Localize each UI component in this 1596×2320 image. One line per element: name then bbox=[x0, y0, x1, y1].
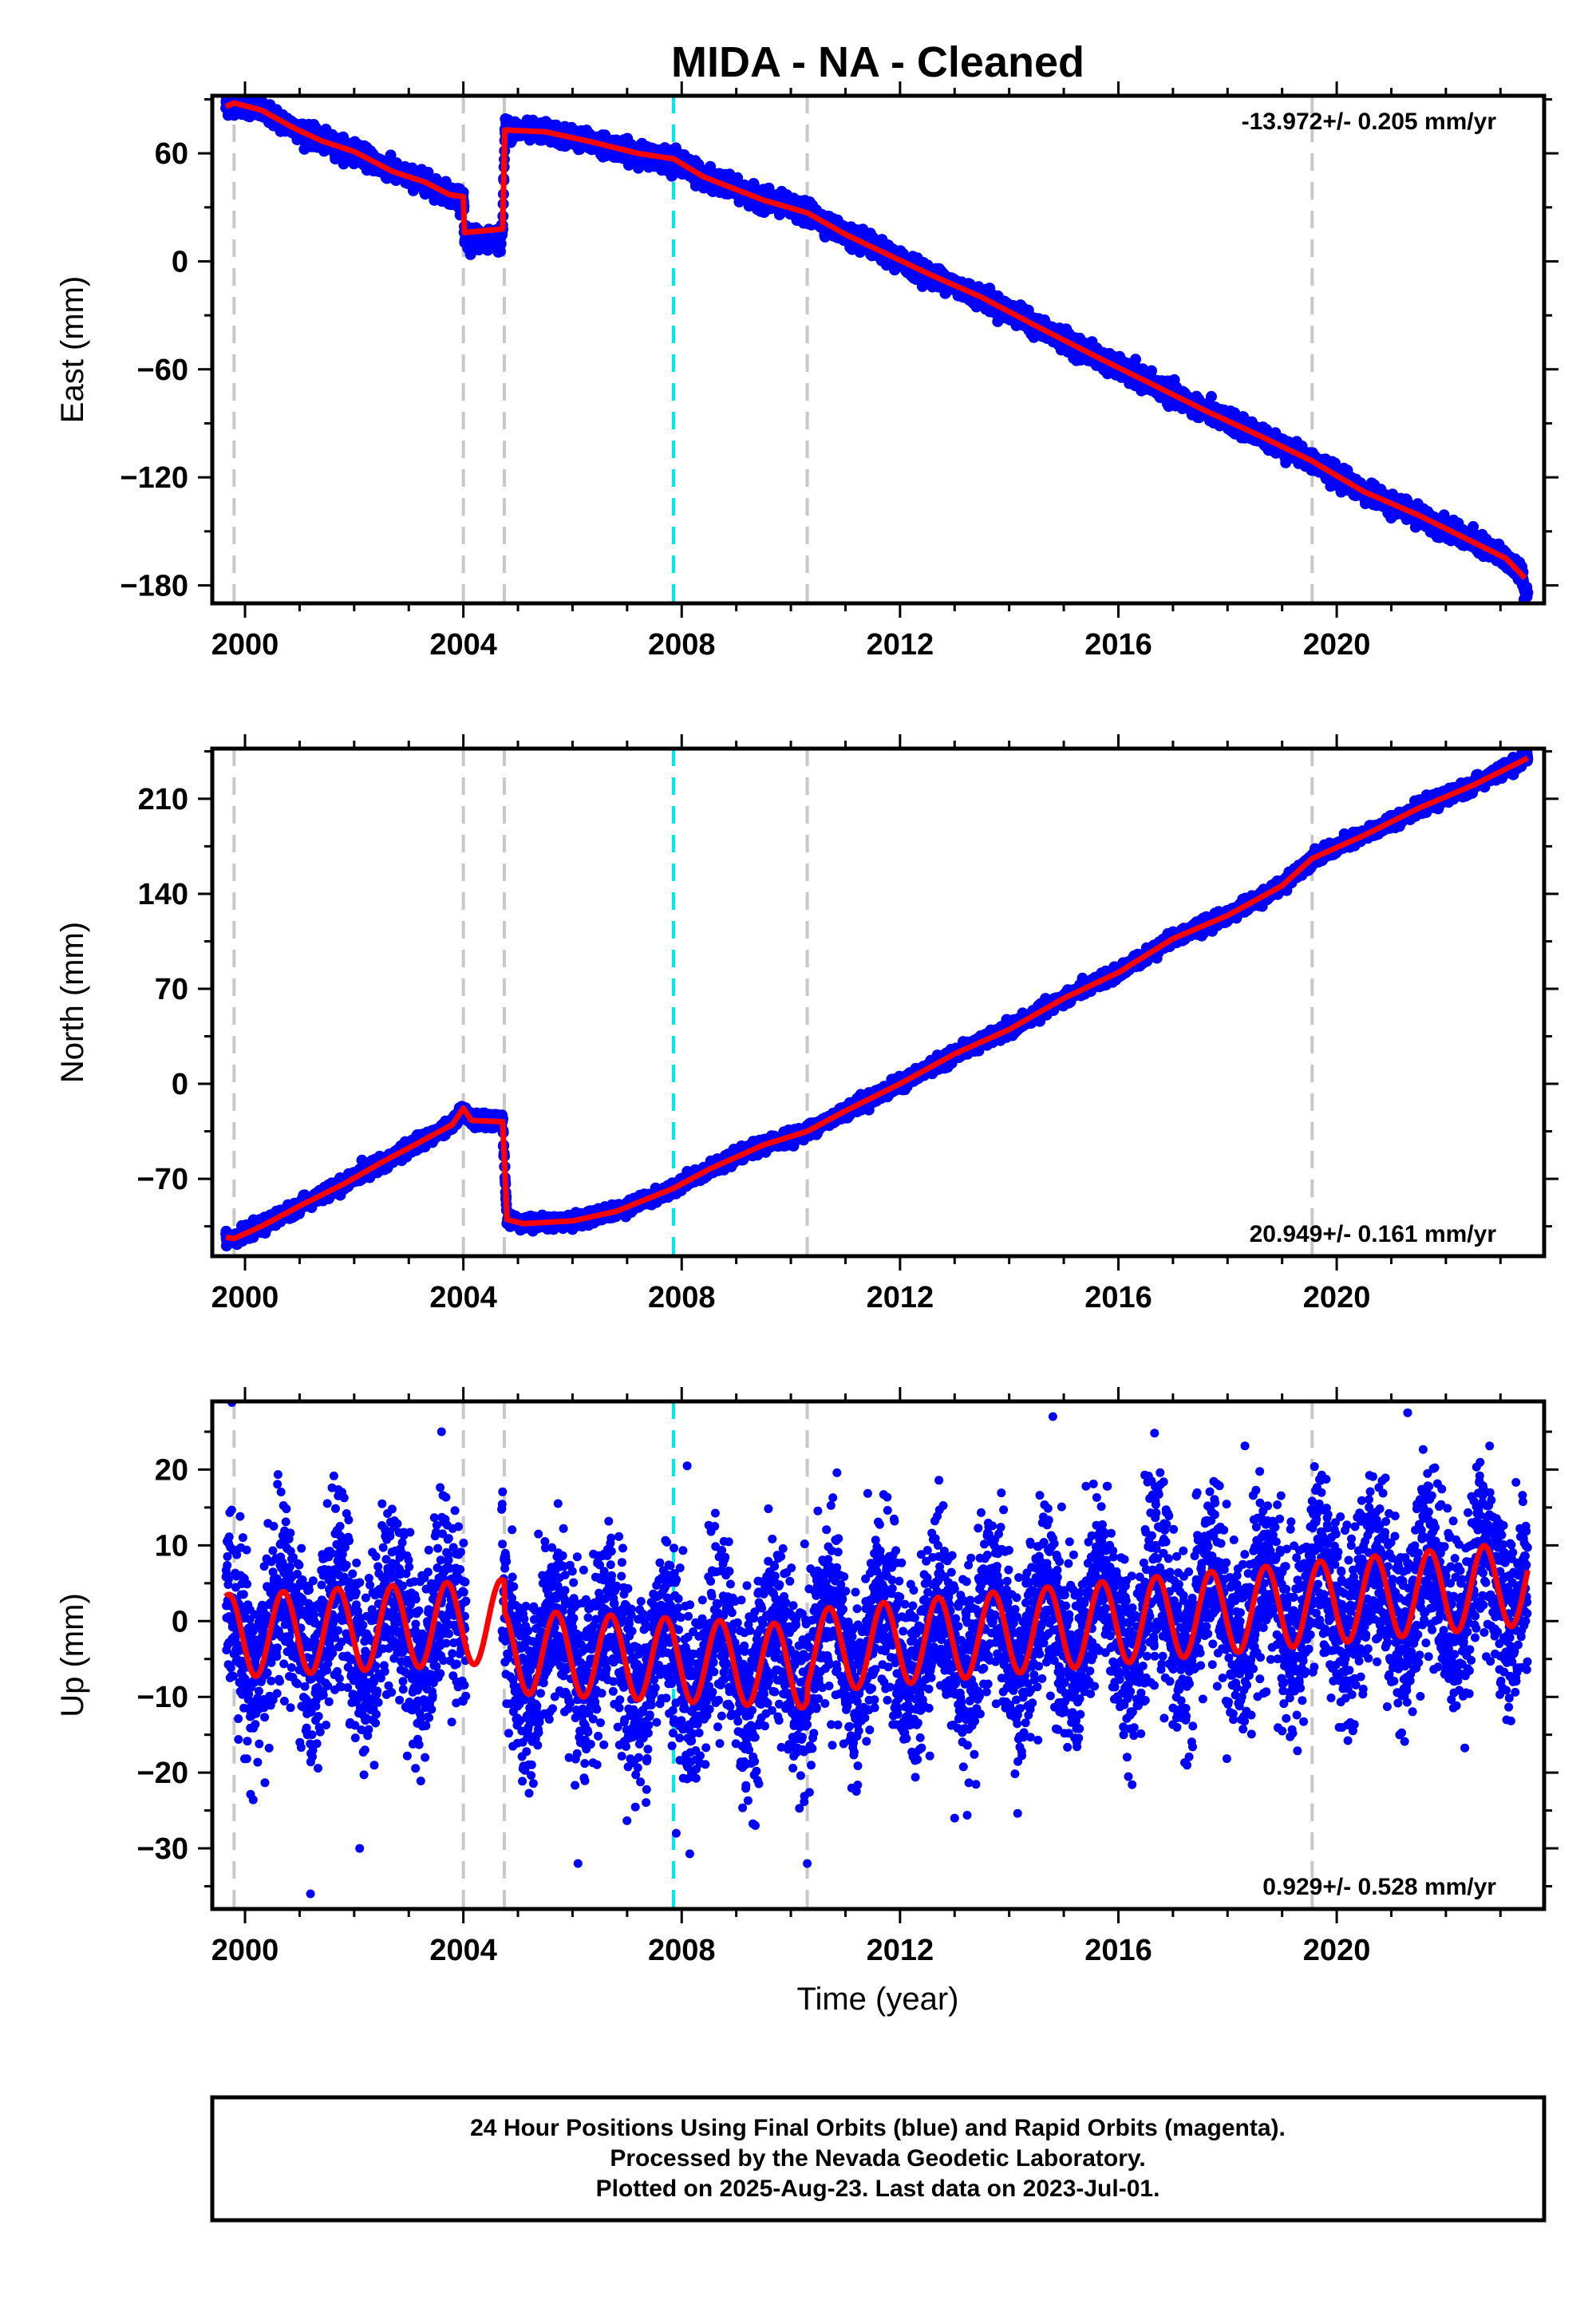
data-points bbox=[220, 89, 1533, 605]
data-point bbox=[1146, 366, 1157, 377]
chart-title: MIDA - NA - Cleaned bbox=[671, 38, 1084, 86]
data-point bbox=[1206, 391, 1217, 402]
